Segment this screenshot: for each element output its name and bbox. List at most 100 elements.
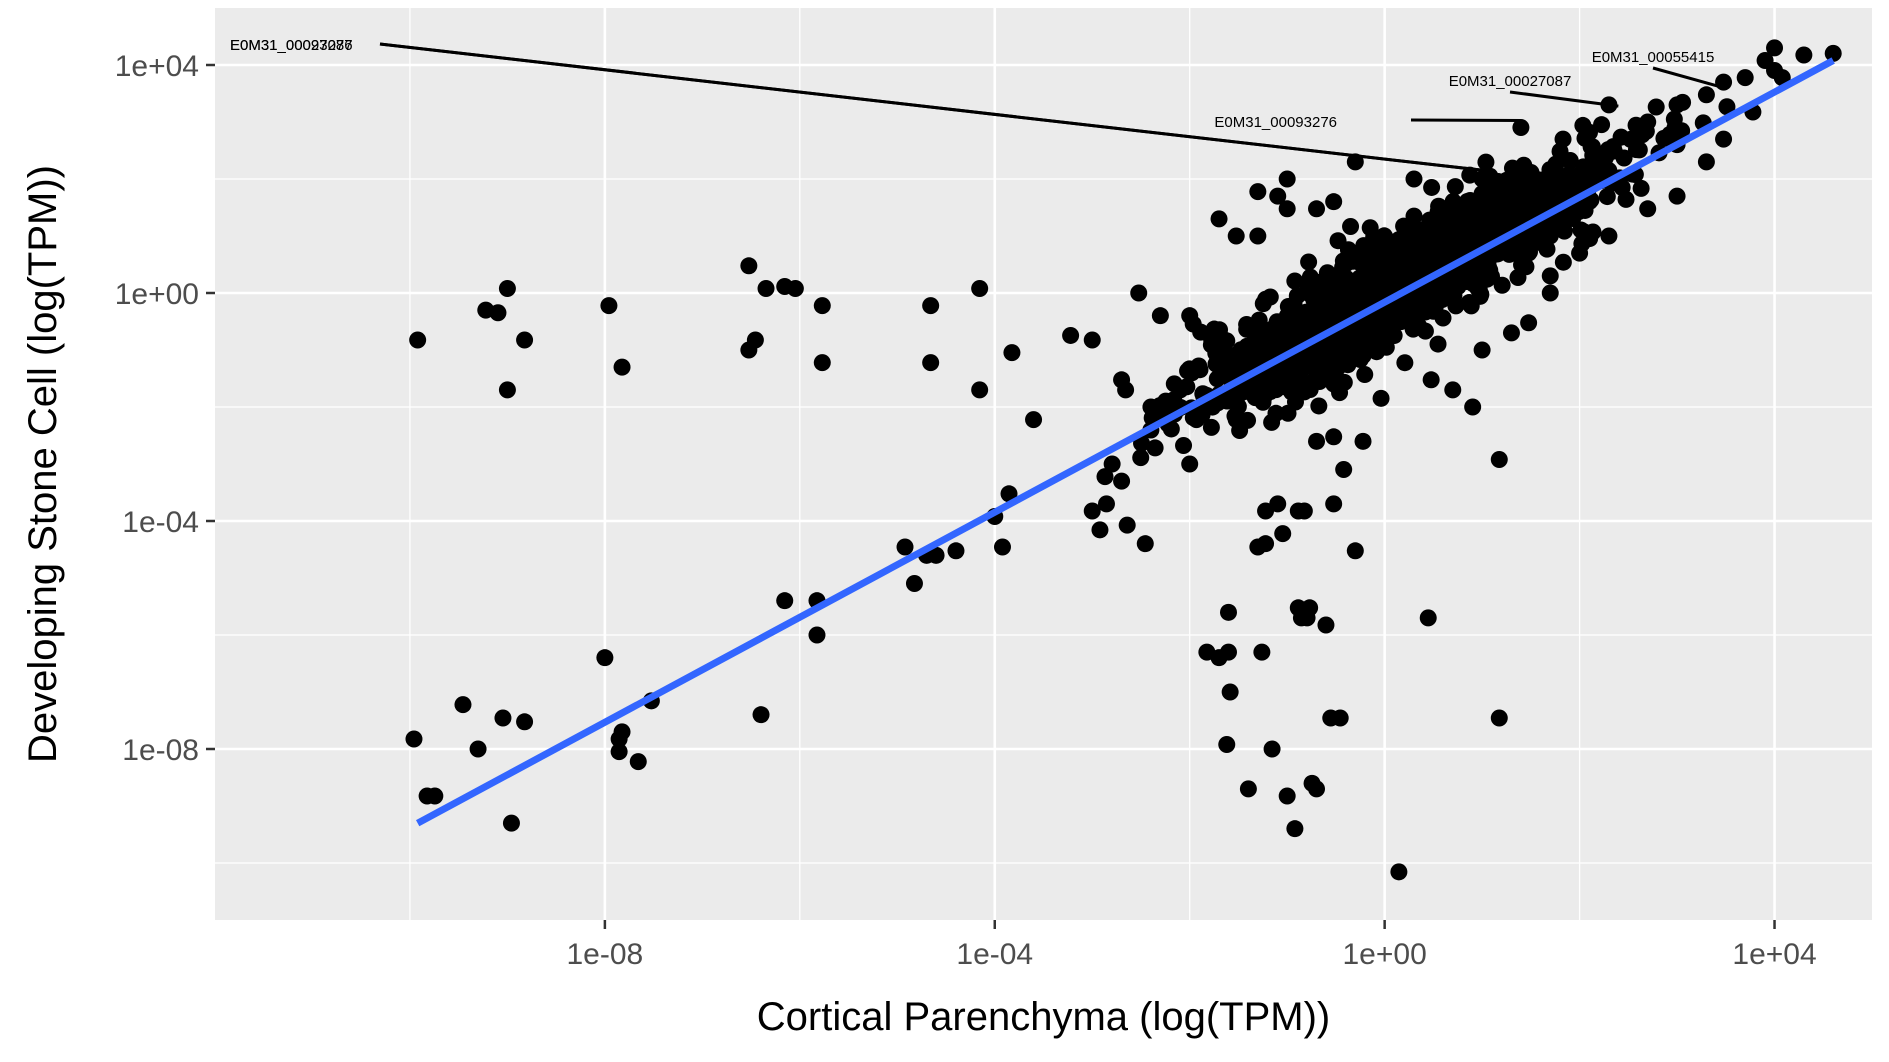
data-point bbox=[1103, 455, 1121, 473]
x-axis-ticks: 1e-08 1e-04 1e+00 1e+04 bbox=[567, 920, 1817, 971]
data-point bbox=[1025, 411, 1043, 429]
data-point bbox=[971, 279, 989, 297]
data-point bbox=[1269, 187, 1287, 205]
data-point bbox=[1171, 381, 1189, 399]
data-point bbox=[1249, 227, 1267, 245]
x-axis-title: Cortical Parenchyma (log(TPM)) bbox=[757, 995, 1330, 1039]
cluster-point bbox=[1477, 153, 1495, 171]
cluster-point bbox=[1223, 355, 1241, 373]
cluster-point bbox=[1395, 306, 1413, 324]
data-point bbox=[1715, 130, 1733, 148]
data-point bbox=[1697, 153, 1715, 171]
data-point bbox=[746, 331, 764, 349]
data-point bbox=[1639, 113, 1657, 131]
data-point bbox=[808, 626, 826, 644]
y-tick-label: 1e+00 bbox=[115, 278, 199, 311]
data-point bbox=[1390, 863, 1408, 881]
data-point bbox=[613, 358, 631, 376]
cluster-point bbox=[1299, 278, 1317, 296]
data-point bbox=[1308, 780, 1326, 798]
data-point bbox=[922, 354, 940, 372]
data-point bbox=[1130, 284, 1148, 302]
data-point bbox=[405, 730, 423, 748]
data-point bbox=[613, 723, 631, 741]
data-point bbox=[600, 297, 618, 315]
data-point bbox=[1520, 314, 1538, 332]
data-point bbox=[1210, 210, 1228, 228]
cluster-point bbox=[1351, 294, 1369, 312]
cluster-point bbox=[1430, 197, 1448, 215]
x-tick-label: 1e+04 bbox=[1732, 938, 1816, 971]
cluster-point bbox=[1275, 371, 1293, 389]
data-point bbox=[1181, 307, 1199, 325]
data-point bbox=[1335, 461, 1353, 479]
data-point bbox=[1325, 193, 1343, 211]
data-point bbox=[1249, 183, 1267, 201]
cluster-point bbox=[1279, 404, 1297, 422]
cluster-point bbox=[1355, 259, 1373, 277]
cluster-point bbox=[1319, 280, 1337, 298]
cluster-point bbox=[1615, 149, 1633, 167]
cluster-point bbox=[1329, 232, 1347, 250]
data-point bbox=[1274, 525, 1292, 543]
data-point bbox=[596, 649, 614, 667]
data-point bbox=[1181, 455, 1199, 473]
data-point bbox=[1736, 69, 1754, 87]
data-point bbox=[752, 706, 770, 724]
cluster-point bbox=[1593, 116, 1611, 134]
data-point bbox=[469, 740, 487, 758]
data-point bbox=[1003, 344, 1021, 362]
y-axis-title: Developing Stone Cell (log(TPM)) bbox=[21, 165, 65, 763]
data-point bbox=[1286, 820, 1304, 838]
data-point bbox=[1308, 432, 1326, 450]
data-point bbox=[1136, 535, 1154, 553]
annotation-label: E0M31_00093276 bbox=[230, 37, 353, 54]
cluster-point bbox=[1396, 354, 1414, 372]
cluster-point bbox=[1157, 392, 1175, 410]
cluster-point bbox=[1416, 322, 1434, 340]
data-point bbox=[947, 542, 965, 560]
data-point bbox=[1218, 735, 1236, 753]
data-point bbox=[1151, 307, 1169, 325]
cluster-point bbox=[1447, 297, 1465, 315]
data-point bbox=[1541, 227, 1559, 245]
y-tick-label: 1e+04 bbox=[115, 50, 199, 83]
annotation-leader bbox=[1652, 66, 1724, 90]
cluster-point bbox=[1437, 280, 1455, 298]
data-point bbox=[1668, 187, 1686, 205]
cluster-point bbox=[1373, 337, 1391, 355]
data-point bbox=[1257, 535, 1275, 553]
data-point bbox=[1097, 495, 1115, 513]
cluster-point bbox=[1247, 329, 1265, 347]
data-point bbox=[1490, 450, 1508, 468]
data-point bbox=[1301, 599, 1319, 617]
cluster-point bbox=[1561, 152, 1579, 170]
data-point bbox=[489, 304, 507, 322]
data-point bbox=[1227, 411, 1245, 429]
data-point bbox=[1295, 502, 1313, 520]
cluster-point bbox=[1576, 129, 1594, 147]
cluster-point bbox=[1257, 290, 1275, 308]
annotation-leader bbox=[1509, 90, 1619, 108]
data-point bbox=[409, 331, 427, 349]
data-point bbox=[1263, 740, 1281, 758]
data-point bbox=[1473, 341, 1491, 359]
cluster-point bbox=[1146, 439, 1164, 457]
data-point bbox=[1062, 326, 1080, 344]
annotation-label: E0M31_00027087 bbox=[1449, 73, 1572, 90]
data-point bbox=[1113, 472, 1131, 490]
annotations: E0M31_00093276E0M31_00027087E0M31_000554… bbox=[230, 37, 1724, 173]
cluster-point bbox=[1461, 260, 1479, 278]
data-point bbox=[1278, 170, 1296, 188]
data-point bbox=[1422, 371, 1440, 389]
cluster-point bbox=[1655, 129, 1673, 147]
data-point bbox=[905, 575, 923, 593]
cluster-point bbox=[1183, 364, 1201, 382]
cluster-point bbox=[1250, 311, 1268, 329]
data-point bbox=[426, 787, 444, 805]
data-point bbox=[1541, 267, 1559, 285]
data-point bbox=[1325, 428, 1343, 446]
data-point bbox=[1269, 495, 1287, 513]
cluster-point bbox=[1718, 98, 1736, 116]
data-point bbox=[1278, 200, 1296, 218]
